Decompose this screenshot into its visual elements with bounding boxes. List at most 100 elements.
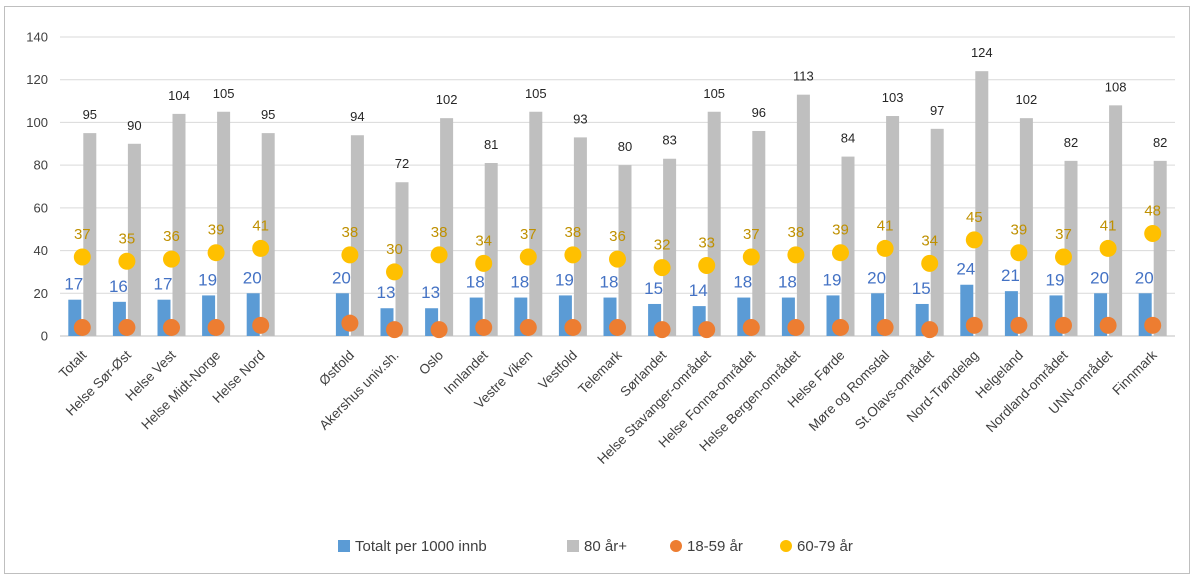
marker-18-59-ar [832, 318, 849, 336]
marker-18-59-ar [921, 321, 939, 339]
marker-60-79-ar [698, 257, 716, 275]
marker-18-59-ar [876, 318, 894, 336]
bar-80-ar [484, 163, 498, 336]
data-label-totalt: 19 [555, 270, 574, 289]
y-tick-label: 100 [26, 115, 48, 130]
data-label-60-79-ar: 35 [119, 230, 136, 247]
y-tick-label: 20 [34, 286, 48, 301]
data-label-totalt: 19 [1046, 270, 1065, 289]
data-label-60-79-ar: 30 [386, 241, 403, 258]
data-label-80-ar: 108 [1105, 79, 1127, 94]
data-label-60-79-ar: 39 [208, 222, 225, 239]
y-tick-label: 140 [26, 30, 48, 45]
legend-swatch [780, 540, 792, 552]
bar-80-ar [440, 118, 454, 337]
data-label-60-79-ar: 37 [74, 226, 91, 243]
marker-60-79-ar [564, 246, 582, 264]
marker-18-59-ar [386, 321, 403, 339]
legend-swatch [338, 540, 350, 552]
marker-60-79-ar [341, 246, 359, 264]
data-label-80-ar: 81 [484, 137, 498, 152]
data-label-totalt: 18 [733, 273, 752, 292]
y-axis: 0 20 40 60 80 100 120 140 [26, 30, 48, 344]
y-tick-label: 40 [34, 243, 48, 258]
bars [68, 71, 1167, 337]
marker-18-59-ar [787, 318, 805, 336]
marker-60-79-ar [519, 248, 537, 266]
legend-label: 60-79 år [797, 538, 853, 555]
data-label-80-ar: 102 [1016, 92, 1038, 107]
bar-chart: 0 20 40 60 80 100 120 140 17 95 37 16 90 35 17 104 36 19… [26, 30, 1175, 555]
bar-80-ar [350, 135, 364, 336]
data-label-totalt: 15 [644, 279, 663, 298]
legend-item: 18-59 år [670, 538, 743, 555]
data-label-60-79-ar: 39 [1011, 222, 1028, 239]
legend: Totalt per 1000 innb 80 år+ 18-59 år 60-79 … [338, 538, 853, 555]
marker-60-79-ar [1010, 244, 1028, 262]
y-tick-label: 60 [34, 200, 48, 215]
marker-18-59-ar [609, 318, 626, 336]
data-label-60-79-ar: 41 [252, 217, 269, 234]
data-label-totalt: 18 [778, 273, 797, 292]
bar-80-ar [172, 113, 186, 336]
x-tick-label: Østfold [316, 348, 357, 389]
bar-80-ar [573, 137, 587, 336]
data-label-80-ar: 103 [882, 90, 904, 105]
data-label-80-ar: 105 [703, 86, 725, 101]
bar-80-ar [83, 133, 97, 336]
marker-18-59-ar [653, 321, 671, 339]
marker-60-79-ar [832, 244, 849, 262]
marker-18-59-ar [73, 318, 91, 336]
data-label-60-79-ar: 41 [1100, 217, 1117, 234]
marker-60-79-ar [921, 254, 939, 272]
data-label-80-ar: 84 [841, 131, 855, 146]
data-label-totalt: 20 [332, 268, 351, 287]
data-label-80-ar: 90 [127, 118, 141, 133]
marker-18-59-ar [118, 318, 136, 336]
legend-swatch [567, 540, 579, 552]
marker-60-79-ar [475, 254, 493, 272]
marker-18-59-ar [341, 314, 359, 332]
data-label-60-79-ar: 38 [342, 224, 359, 241]
legend-item: Totalt per 1000 innb [338, 538, 487, 555]
data-label-80-ar: 72 [395, 156, 409, 171]
data-label-60-79-ar: 48 [1144, 202, 1161, 219]
bar-80-ar [1064, 160, 1078, 336]
data-label-60-79-ar: 37 [520, 226, 537, 243]
marker-60-79-ar [207, 244, 225, 262]
data-label-totalt: 20 [243, 268, 262, 287]
marker-60-79-ar [73, 248, 91, 266]
data-label-60-79-ar: 38 [788, 224, 805, 241]
x-tick-label: Møre og Romsdal [806, 348, 892, 434]
marker-60-79-ar [609, 250, 626, 268]
x-tick-label: Akershus univ.sh. [316, 348, 401, 433]
marker-60-79-ar [1055, 248, 1072, 266]
bar-80-ar [930, 128, 944, 336]
marker-18-59-ar [742, 318, 760, 336]
data-label-totalt: 24 [956, 260, 975, 279]
data-label-totalt: 19 [198, 270, 217, 289]
data-label-80-ar: 94 [350, 109, 364, 124]
bar-80-ar [886, 116, 900, 337]
marker-18-59-ar [252, 316, 270, 334]
legend-label: 18-59 år [687, 538, 743, 555]
data-label-60-79-ar: 45 [966, 209, 983, 226]
data-label-80-ar: 97 [930, 103, 944, 118]
data-label-totalt: 21 [1001, 266, 1020, 285]
marker-18-59-ar [965, 316, 983, 334]
bar-80-ar [1153, 160, 1167, 336]
marker-60-79-ar [965, 231, 983, 249]
data-label-totalt: 20 [1135, 268, 1154, 287]
x-tick-label: St.Olavs-området [852, 347, 937, 432]
legend-item: 80 år+ [567, 538, 627, 555]
data-label-80-ar: 82 [1153, 135, 1167, 150]
legend-item: 60-79 år [780, 538, 853, 555]
data-label-60-79-ar: 37 [743, 226, 760, 243]
marker-60-79-ar [1099, 239, 1117, 257]
data-label-60-79-ar: 36 [163, 228, 180, 245]
marker-60-79-ar [787, 246, 805, 264]
marker-18-59-ar [519, 318, 537, 336]
x-tick-label: Oslo [416, 348, 446, 378]
marker-60-79-ar [252, 239, 270, 257]
